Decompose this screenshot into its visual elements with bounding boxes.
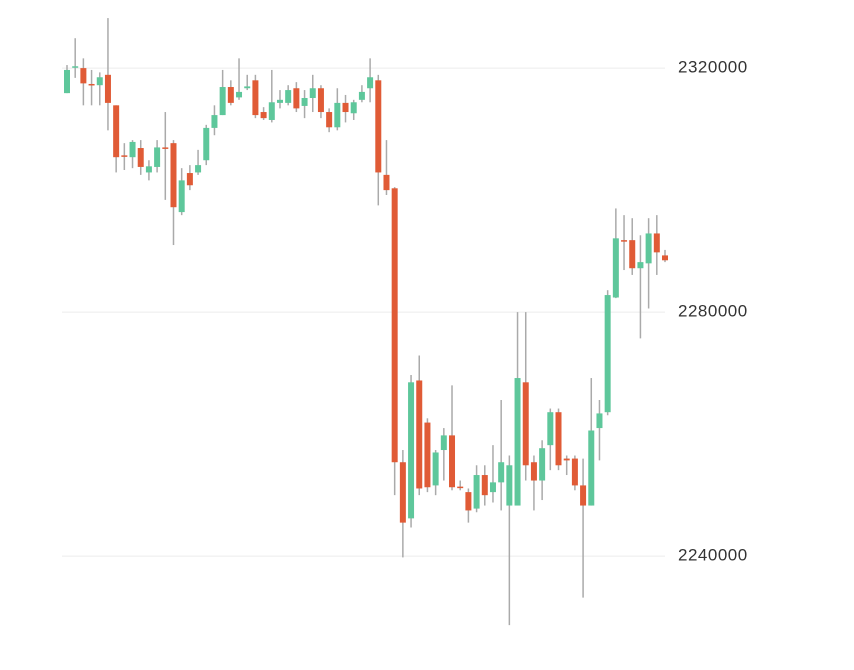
candle-body (154, 147, 161, 167)
candle-body (416, 380, 423, 489)
candle-body (334, 102, 341, 128)
candle-body (506, 465, 513, 506)
candle-body (367, 77, 374, 89)
candle-body (662, 255, 668, 261)
candle-body (563, 458, 570, 461)
candle-body (522, 382, 529, 466)
candle-body (121, 155, 128, 157)
candle-body (252, 80, 259, 116)
candle-body (104, 74, 111, 103)
candle-body (113, 105, 120, 158)
y-tick-label: 2280000 (678, 302, 748, 321)
candle-body (629, 240, 636, 269)
candle-body (440, 435, 447, 451)
candle-body (555, 412, 562, 466)
candle-body (285, 90, 292, 103)
candle-body (309, 88, 316, 99)
candle-body (383, 174, 390, 191)
candle-body (162, 147, 169, 149)
candle-body (432, 452, 439, 486)
candle-body (653, 233, 660, 253)
candle-body (580, 485, 587, 506)
candle-body (268, 102, 275, 120)
candle-body (96, 77, 103, 86)
candle-body (424, 422, 431, 488)
candle-body (301, 98, 308, 106)
candle-body (596, 413, 603, 429)
candle-body (178, 180, 185, 213)
candle-body (137, 148, 144, 167)
candle-body (539, 448, 546, 481)
candle-body (498, 462, 505, 483)
candle-body (612, 238, 619, 298)
candle-body (145, 166, 152, 173)
candle-body (195, 165, 202, 173)
candle-body (80, 68, 87, 84)
candle-body (645, 233, 652, 264)
candle-body (260, 112, 267, 119)
candle-body (170, 143, 177, 208)
candle-body (203, 127, 210, 161)
y-tick-label: 2320000 (678, 58, 748, 77)
candle-body (457, 486, 464, 489)
candle-body (358, 91, 365, 100)
candle-body (342, 102, 349, 113)
y-tick-label: 2240000 (678, 546, 748, 565)
candle-body (391, 188, 398, 463)
candle-body (408, 382, 415, 519)
candle-body (588, 430, 595, 506)
candle-body (72, 66, 79, 68)
candle-body (276, 99, 283, 103)
candle-body (375, 80, 382, 173)
candle-body (236, 91, 243, 98)
candle-body (64, 69, 70, 94)
candle-body (449, 435, 456, 488)
candle-body (637, 262, 644, 269)
candle-body (604, 295, 611, 413)
candle-body (227, 87, 234, 103)
candle-body (465, 492, 472, 511)
candle-body (514, 378, 521, 506)
candle-body (293, 88, 300, 109)
candle-body (326, 112, 333, 128)
candle-body (547, 412, 554, 446)
candle-body (571, 458, 578, 486)
candle-body (186, 173, 193, 186)
candle-body (129, 141, 136, 158)
candle-body (350, 102, 357, 114)
candle-body (244, 86, 251, 89)
candle-body (621, 240, 628, 242)
candle-body (530, 462, 537, 481)
candle-body (317, 88, 324, 113)
candle-body (473, 475, 480, 509)
candle-body (399, 462, 406, 523)
candle-body (219, 87, 226, 116)
candle-body (211, 115, 218, 128)
candle-body (88, 83, 95, 86)
candle-body (481, 475, 488, 496)
candle-body (489, 482, 496, 493)
